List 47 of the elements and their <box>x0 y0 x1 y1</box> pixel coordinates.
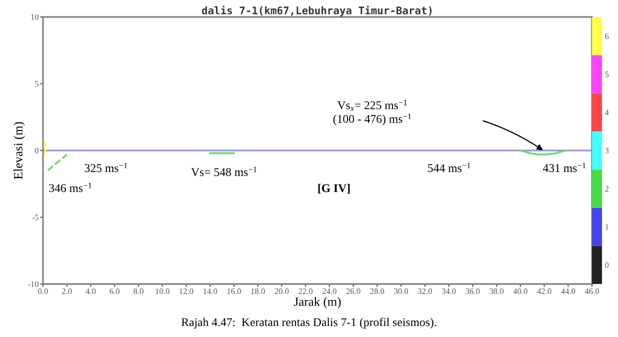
x-tick-label: 4.0 <box>86 288 96 294</box>
annotation: Vs$_{x}$= 225 ms$^{−1}$ (100 - 476) ms$^{−1}$ <box>333 100 412 126</box>
x-tick-label: 46.0 <box>584 288 599 294</box>
color-bar-label: 2 <box>605 186 608 192</box>
y-tick-label: 5 <box>35 81 39 87</box>
annotation: 544 ms$^{−1}$ <box>428 162 470 172</box>
x-tick-label: 18.0 <box>251 288 265 294</box>
x-axis-title: Jarak (m) <box>294 297 341 308</box>
x-tick-label: 24.0 <box>322 288 336 294</box>
annotation: [G IV] <box>318 184 350 194</box>
color-bar-label: 3 <box>605 148 609 154</box>
x-tick-label: 34.0 <box>442 288 456 294</box>
color-bar-label: 0 <box>605 262 609 268</box>
color-bar-label: 6 <box>605 33 609 40</box>
text: Rajah 4.47: Keratan rentas Dalis 7-1 (profil seismos). <box>181 318 436 329</box>
x-tick-label: 16.0 <box>227 288 241 294</box>
x-tick-label: 26.0 <box>346 288 360 294</box>
x-tick-label: 38.0 <box>490 288 504 294</box>
color-bar-label: 5 <box>605 72 609 78</box>
x-tick-label: 30.0 <box>394 288 408 294</box>
x-tick-label: 0.0 <box>38 288 48 294</box>
x-tick-label: 6.0 <box>110 288 120 294</box>
x-tick-label: 12.0 <box>180 288 194 294</box>
x-tick-label: 10.0 <box>156 288 170 294</box>
y-tick-label: -10 <box>28 281 39 287</box>
x-tick-label: 20.0 <box>274 288 289 294</box>
x-tick-label: 44.0 <box>561 288 576 294</box>
x-tick-label: 36.0 <box>466 288 480 294</box>
x-tick-label: 42.0 <box>537 288 552 294</box>
x-tick-label: 2.0 <box>62 288 72 294</box>
x-tick-label: 28.0 <box>370 288 384 294</box>
annotation: Vs= 548 ms$^{−1}$ <box>191 166 257 176</box>
chart-title: dalis 7-1(km67,Lebuhraya Timur-Barat) <box>202 6 432 16</box>
annotation: 431 ms$^{−1}$ <box>542 162 586 172</box>
annotation: 346 ms$^{−1}$ <box>49 182 92 192</box>
x-tick-label: 40.0 <box>513 288 528 294</box>
x-tick-label: 32.0 <box>418 288 432 294</box>
x-tick-label: 22.0 <box>298 288 313 294</box>
color-bar-label: 4 <box>604 110 609 116</box>
color-bar-label: 1 <box>606 224 608 230</box>
y-axis-title: Elevasi (m) <box>14 122 25 180</box>
x-tick-label: 8.0 <box>134 288 144 294</box>
annotation: 325 ms$^{−1}$ <box>84 162 128 172</box>
y-tick-label: 0 <box>34 148 39 154</box>
y-tick-label: -5 <box>32 214 39 220</box>
x-tick-label: 14.0 <box>204 288 218 294</box>
y-tick-label: 10 <box>31 14 39 20</box>
